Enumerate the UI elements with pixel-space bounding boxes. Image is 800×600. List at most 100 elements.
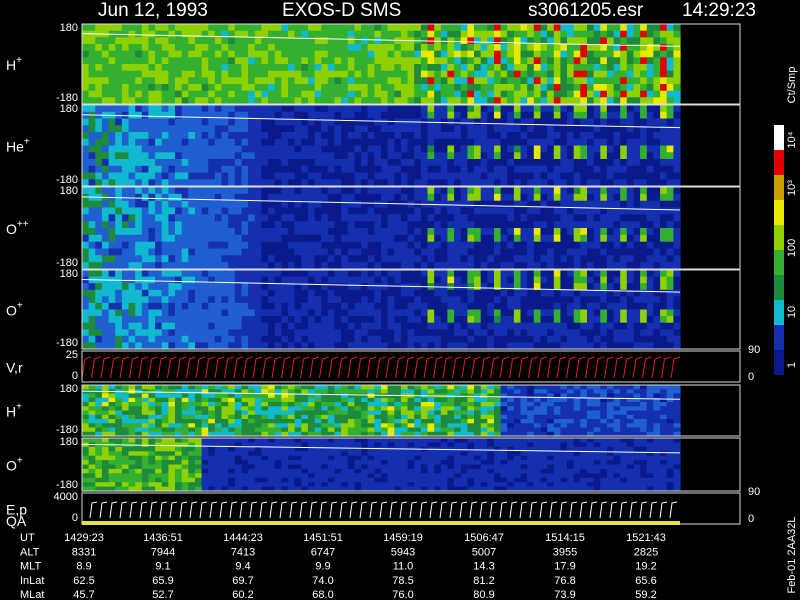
spectrogram-cell [254,214,262,222]
spectrogram-cell [301,262,309,270]
spectrogram-cell [660,296,668,304]
spectrogram-cell [108,200,116,209]
spectrogram-cell [467,335,475,343]
spectrogram-cell [613,228,621,236]
spectrogram-cell [540,125,548,133]
spectrogram-cell [513,30,522,38]
spectrogram-cell [653,111,661,120]
spectrogram-cell [188,402,196,407]
spectrogram-cell [168,316,176,324]
spectrogram-cell [553,248,561,256]
spectrogram-cell [95,97,103,105]
spectrogram-cell [168,165,176,174]
spectrogram-cell [141,64,149,72]
spectrogram-cell [600,248,608,256]
spectrogram-cell [407,255,415,263]
spectrogram-cell [673,152,681,160]
spectrogram-cell [347,97,355,105]
spectrogram-cell [281,248,289,256]
spectrogram-cell [527,302,535,311]
spectrogram-cell [540,302,548,311]
spectrogram-cell [394,44,402,52]
spectrogram-cell [248,77,256,85]
spectrogram-cell [95,262,103,270]
spectrogram-cell [387,187,395,195]
spectrogram-cell [82,37,90,45]
spectrogram-cell [573,145,581,153]
spectrogram-cell [168,97,176,105]
spectrogram-cell [281,187,289,195]
spectrogram-cell [500,276,508,284]
spectrogram-cell [414,262,422,270]
spectrogram-cell [121,393,130,399]
spectrogram-cell [540,309,548,317]
spectrogram-cell [640,248,648,256]
spectrogram-cell [646,125,654,133]
spectrogram-cell [533,77,541,85]
spectrogram-cell [547,221,555,229]
spectrogram-cell [394,145,402,153]
spectrogram-cell [161,393,169,399]
spectrogram-cell [447,234,455,243]
spectrogram-cell [367,70,375,78]
spectrogram-cell [181,200,189,209]
spectrogram-cell [567,187,575,195]
spectrogram-cell [261,414,269,420]
spectrogram-cell [248,402,256,407]
spectrogram-cell [168,414,176,420]
spectrogram-cell [241,118,249,126]
spectrogram-cell [135,165,143,174]
spectrogram-cell [573,207,581,215]
spectrogram-cell [640,24,648,32]
spectrogram-cell [474,302,482,311]
spectrogram-cell [168,77,176,85]
spectrogram-cell [248,200,256,209]
spectrogram-cell [261,397,269,403]
spectrogram-cell [606,165,615,174]
spectrogram-cell [141,302,149,311]
spectrogram-cell [307,64,316,72]
spectrogram-cell [400,296,409,304]
spectrogram-cell [381,342,389,350]
spectrogram-cell [108,423,116,429]
spectrogram-cell [208,419,216,424]
spectrogram-cell [314,414,322,420]
spectrogram-cell [540,111,548,120]
spectrogram-cell [327,84,335,92]
spectrogram-cell [593,179,601,187]
spectrogram-cell [161,228,169,236]
spectrogram-cell [387,329,395,337]
spectrogram-cell [274,44,282,52]
spectrogram-cell [108,419,116,424]
spectrogram-cell [155,214,163,222]
spectrogram-cell [653,132,661,140]
spectrogram-cell [121,84,130,92]
spectrogram-cell [367,248,375,256]
spectrogram-cell [288,77,296,85]
spectrogram-cell [367,152,375,160]
spectrogram-cell [467,322,475,330]
spectrogram-cell [95,84,103,92]
spectrogram-cell [420,207,429,215]
spectrogram-cell [533,84,541,92]
spectrogram-cell [115,385,123,390]
spectrogram-cell [606,228,615,236]
spectrogram-cell [82,431,90,437]
spectrogram-cell [241,165,249,174]
spectrogram-cell [513,276,522,284]
spectrogram-cell [254,309,262,317]
spectrogram-cell [168,44,176,52]
spectrogram-cell [201,132,209,140]
spectrogram-cell [487,316,495,324]
spectrogram-cell [660,270,668,278]
spectrogram-cell [221,30,229,38]
spectrogram-cell [321,406,329,412]
spectrogram-cell [155,423,163,429]
spectrogram-cell [301,193,309,202]
spectrogram-cell [414,316,422,324]
spectrogram-cell [394,24,402,32]
spectrogram-cell [527,276,535,284]
spectrogram-cell [646,152,654,160]
spectrogram-cell [341,44,349,52]
spectrogram-cell [460,118,468,126]
